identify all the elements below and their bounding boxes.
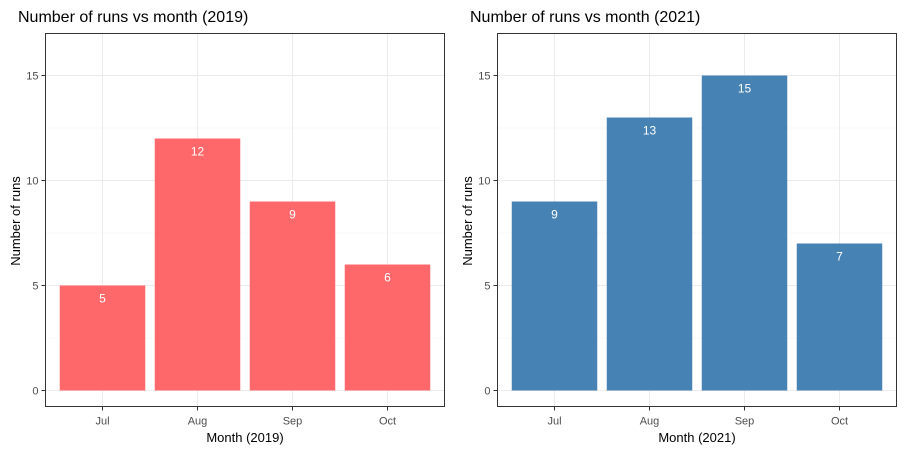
data-label: 12	[191, 145, 205, 159]
x-tick-label: Aug	[188, 416, 208, 428]
x-axis-title: Month (2019)	[206, 430, 283, 445]
x-tick-label: Jul	[95, 416, 109, 428]
x-axis-title: Month (2021)	[658, 430, 735, 445]
x-ticks: Jul Aug Sep Oct	[547, 406, 848, 428]
y-tick-label: 10	[26, 176, 38, 188]
bar-jul	[59, 285, 146, 391]
y-ticks: 0 5 10 15	[26, 71, 46, 398]
y-tick-label: 5	[484, 281, 490, 293]
x-tick-label: Sep	[735, 416, 755, 428]
bar-jul	[511, 201, 598, 391]
bar-aug	[606, 117, 693, 391]
x-tick-label: Sep	[283, 416, 303, 428]
chart-2021: Number of runs vs month (2021) Number of…	[460, 9, 897, 445]
bars	[511, 75, 883, 391]
data-label: 15	[738, 82, 752, 96]
x-tick-label: Oct	[379, 416, 396, 428]
y-ticks: 0 5 10 15	[478, 71, 498, 398]
chart-title: Number of runs vs month (2019)	[18, 9, 248, 26]
y-tick-label: 5	[32, 281, 38, 293]
data-label: 9	[289, 208, 296, 222]
bar-oct	[796, 243, 883, 391]
x-ticks: Jul Aug Sep Oct	[95, 406, 396, 428]
bar-sep	[249, 201, 336, 391]
chart-2019: Number of runs vs month (2019) Number of…	[8, 9, 445, 445]
y-axis-title: Number of runs	[460, 176, 475, 266]
data-labels: 9 13 15 7	[551, 82, 843, 264]
y-axis-title: Number of runs	[8, 176, 23, 266]
bar-oct	[344, 264, 431, 391]
y-tick-label: 15	[26, 71, 38, 83]
x-tick-label: Aug	[640, 416, 660, 428]
chart-title: Number of runs vs month (2021)	[470, 9, 700, 26]
panel-border	[497, 33, 897, 407]
data-label: 7	[836, 250, 843, 264]
bar-aug	[154, 138, 241, 391]
data-label: 6	[384, 271, 391, 285]
y-tick-label: 10	[478, 176, 490, 188]
data-label: 13	[643, 124, 657, 138]
bars	[59, 138, 431, 391]
data-label: 5	[99, 292, 106, 306]
bar-sep	[701, 75, 788, 391]
x-tick-label: Oct	[831, 416, 848, 428]
data-labels: 5 12 9 6	[99, 145, 391, 306]
y-tick-label: 0	[484, 386, 490, 398]
y-tick-label: 0	[32, 386, 38, 398]
x-tick-label: Jul	[547, 416, 561, 428]
y-tick-label: 15	[478, 71, 490, 83]
panel-border	[45, 33, 445, 407]
data-label: 9	[551, 208, 558, 222]
